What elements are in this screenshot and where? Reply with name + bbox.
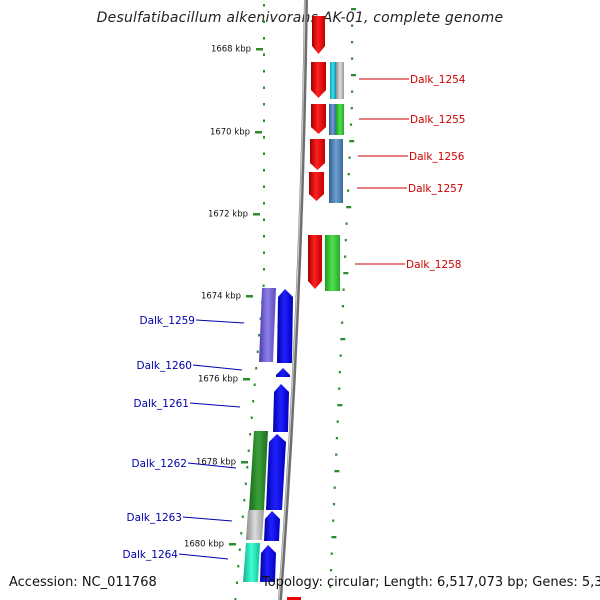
reverse-cds-arrow (276, 368, 290, 377)
forward-cds-arrow (308, 235, 322, 289)
gene-label-forward: Dalk_1256 (409, 151, 465, 163)
gc-skew-track (329, 8, 356, 588)
forward-cds-fragment (287, 597, 301, 600)
tick-label: 1678 kbp (196, 458, 236, 468)
label-leader-line (192, 364, 243, 371)
forward-cds-arrow (311, 104, 326, 134)
gene-label-reverse: Dalk_1264 (123, 549, 179, 561)
genome-summary-text: Topology: circular; Length: 6,517,073 bp… (262, 575, 600, 590)
cog-block (336, 62, 344, 99)
reverse-cds-arrow (264, 511, 280, 541)
cog-block (259, 288, 276, 362)
label-leader-line (182, 516, 233, 522)
reverse-cds-arrow (277, 289, 293, 363)
tick-mark (255, 131, 262, 134)
gene-labels: Dalk_1254 Dalk_1255 Dalk_1256 Dalk_1257 Dalk… (123, 74, 466, 561)
gene-label-forward: Dalk_1257 (408, 183, 464, 195)
tick-mark (256, 48, 263, 51)
cog-block (329, 139, 343, 203)
reverse-cog-track (243, 288, 276, 582)
tick-label: 1670 kbp (210, 128, 250, 138)
forward-cds-arrow (310, 139, 325, 170)
tick-mark (243, 378, 250, 381)
accession-text: Accession: NC_011768 (9, 575, 157, 590)
tick-mark (241, 461, 248, 464)
gene-label-forward: Dalk_1258 (406, 259, 462, 271)
tick-mark (253, 213, 260, 216)
forward-cds-track (308, 16, 326, 289)
gene-label-reverse: Dalk_1261 (134, 398, 190, 410)
gc-content-track (234, 4, 265, 600)
tick-mark (246, 295, 253, 298)
reverse-cds-arrow (273, 384, 289, 432)
forward-cds-arrow (311, 62, 326, 98)
tick-label: 1674 kbp (201, 292, 241, 302)
gene-label-reverse: Dalk_1260 (137, 360, 193, 372)
cog-block (249, 431, 268, 510)
reverse-cds-arrow (260, 545, 276, 582)
genome-backbone (278, 0, 308, 600)
tick-mark (229, 543, 236, 546)
label-leader-line (187, 462, 237, 469)
forward-cds-arrow (309, 172, 324, 201)
forward-cds-arrow (312, 16, 325, 54)
label-leader-line (178, 553, 229, 560)
map-title: Desulfatibacillum alkenivorans AK-01, co… (96, 10, 504, 26)
gene-label-forward: Dalk_1255 (410, 114, 466, 126)
tick-label: 1672 kbp (208, 210, 248, 220)
reverse-cds-arrow (266, 434, 286, 510)
forward-cog-track (325, 62, 344, 291)
coordinate-ticks: 1668 kbp 1670 kbp 1672 kbp 1674 kbp 1676 kbp… (184, 45, 263, 550)
gene-label-reverse: Dalk_1263 (127, 512, 183, 524)
tick-label: 1680 kbp (184, 540, 224, 550)
gene-label-reverse: Dalk_1259 (140, 315, 196, 327)
tick-label: 1668 kbp (211, 45, 251, 55)
label-leader-line (195, 319, 245, 324)
tick-label: 1676 kbp (198, 375, 238, 385)
gene-label-reverse: Dalk_1262 (132, 458, 188, 470)
cog-block (243, 543, 260, 582)
cog-block (329, 104, 336, 135)
cog-block (336, 104, 344, 135)
gene-label-forward: Dalk_1254 (410, 74, 466, 86)
label-leader-line (189, 402, 241, 408)
reverse-cds-track (260, 289, 293, 582)
cog-block (330, 62, 336, 99)
cog-block (246, 510, 264, 540)
cog-block (325, 235, 340, 291)
